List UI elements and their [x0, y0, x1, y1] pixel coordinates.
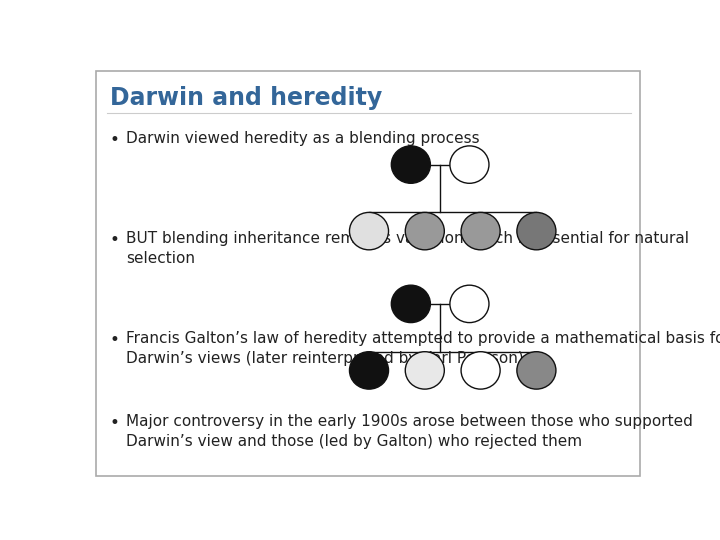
FancyBboxPatch shape [96, 71, 639, 476]
Ellipse shape [461, 352, 500, 389]
Text: Darwin viewed heredity as a blending process: Darwin viewed heredity as a blending pro… [126, 131, 480, 146]
Text: Darwin and heredity: Darwin and heredity [109, 85, 382, 110]
Ellipse shape [517, 212, 556, 250]
Ellipse shape [405, 212, 444, 250]
Ellipse shape [349, 212, 389, 250]
Text: •: • [109, 231, 120, 249]
Ellipse shape [392, 146, 431, 183]
Ellipse shape [405, 352, 444, 389]
Text: Francis Galton’s law of heredity attempted to provide a mathematical basis for
D: Francis Galton’s law of heredity attempt… [126, 331, 720, 366]
Ellipse shape [461, 212, 500, 250]
Text: •: • [109, 131, 120, 150]
Ellipse shape [349, 352, 389, 389]
Ellipse shape [517, 352, 556, 389]
Text: •: • [109, 414, 120, 432]
Ellipse shape [392, 285, 431, 322]
Ellipse shape [450, 285, 489, 322]
Text: Major controversy in the early 1900s arose between those who supported
Darwin’s : Major controversy in the early 1900s aro… [126, 414, 693, 449]
Text: •: • [109, 331, 120, 349]
Ellipse shape [450, 146, 489, 183]
Text: BUT blending inheritance removes variation which is essential for natural
select: BUT blending inheritance removes variati… [126, 231, 689, 266]
